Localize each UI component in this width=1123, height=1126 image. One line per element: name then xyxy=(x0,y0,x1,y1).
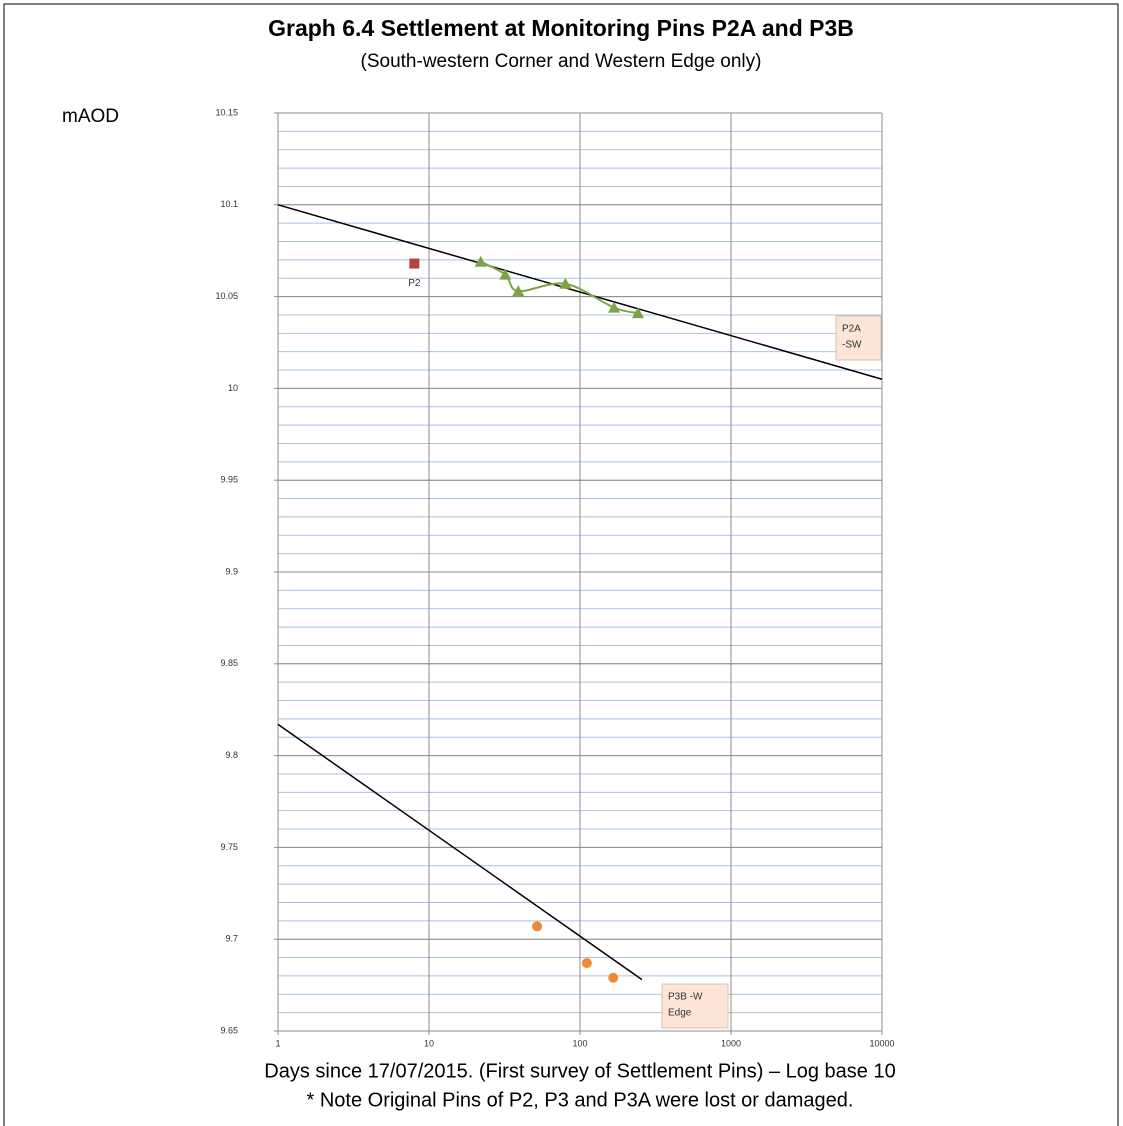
y-tick-label: 9.65 xyxy=(220,1025,238,1035)
y-tick-label: 9.95 xyxy=(220,475,238,485)
x-tick-label: 1000 xyxy=(721,1038,741,1048)
y-tick-label: 9.9 xyxy=(225,566,238,576)
x-tick-label: 1 xyxy=(275,1038,280,1048)
annotation-box xyxy=(661,983,729,1029)
point xyxy=(581,958,592,969)
y-tick-label: 10.15 xyxy=(215,107,238,117)
trendline xyxy=(277,204,883,380)
annotation-text: Edge xyxy=(668,1008,692,1019)
y-tick-label: 10 xyxy=(228,383,238,393)
frame xyxy=(3,3,1119,1126)
y-tick-label: 9.85 xyxy=(220,658,238,668)
point xyxy=(532,921,543,932)
chart-subtitle: (South-western Corner and Western Edge o… xyxy=(361,51,762,72)
point xyxy=(608,301,621,313)
y-tick-label: 9.7 xyxy=(225,934,238,944)
chart-title: Graph 6.4 Settlement at Monitoring Pins … xyxy=(268,15,854,41)
annotation-text: P3B -W xyxy=(668,992,703,1003)
y-tick-label: 9.8 xyxy=(225,750,238,760)
point xyxy=(409,258,420,269)
x-tick-label: 10 xyxy=(424,1038,434,1048)
note: * Note Original Pins of P2, P3 and P3A w… xyxy=(307,1089,854,1111)
y-tick-label: 10.1 xyxy=(220,199,238,209)
annotation-text: -SW xyxy=(842,340,862,351)
point-label: P2 xyxy=(408,278,421,289)
point xyxy=(499,268,512,280)
annotation-text: P2A xyxy=(842,324,861,335)
annotation-box xyxy=(835,315,882,361)
x-tick-label: 10000 xyxy=(869,1038,894,1048)
x-axis-label: Days since 17/07/2015. (First survey of … xyxy=(264,1060,895,1082)
x-tick-label: 100 xyxy=(572,1038,587,1048)
point xyxy=(559,277,572,289)
y-tick-label: 9.75 xyxy=(220,842,238,852)
y-tick-label: 10.05 xyxy=(215,291,238,301)
trendline xyxy=(277,723,643,981)
point xyxy=(608,972,619,983)
y-axis-label: mAOD xyxy=(62,106,119,127)
point xyxy=(512,285,525,297)
point xyxy=(631,307,644,319)
point xyxy=(474,255,487,267)
